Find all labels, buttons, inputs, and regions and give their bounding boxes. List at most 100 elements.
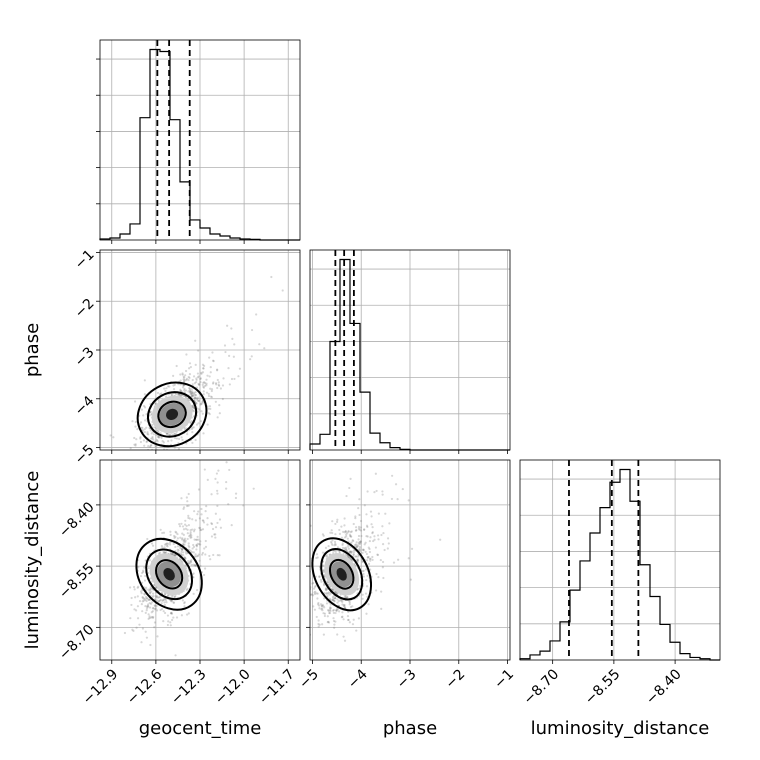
- scatter-point: [167, 594, 170, 597]
- scatter-point: [199, 377, 202, 380]
- scatter-point: [335, 520, 339, 523]
- scatter-point: [150, 432, 153, 435]
- scatter-point: [180, 390, 183, 393]
- scatter-point: [249, 358, 252, 361]
- scatter-point: [129, 586, 132, 589]
- scatter-point: [359, 549, 362, 552]
- scatter-point: [222, 377, 225, 380]
- scatter-point: [142, 414, 145, 417]
- scatter-point: [197, 510, 200, 513]
- scatter-point: [202, 521, 206, 524]
- scatter-point: [141, 627, 145, 630]
- scatter-point: [150, 611, 153, 614]
- scatter-point: [190, 388, 193, 391]
- scatter-point: [191, 383, 194, 386]
- scatter-point: [173, 383, 176, 386]
- scatter-point: [187, 375, 190, 379]
- scatter-point: [199, 377, 202, 381]
- scatter-point: [356, 558, 359, 561]
- scatter-point: [206, 374, 209, 377]
- scatter-point: [369, 557, 372, 560]
- scatter-point: [365, 552, 368, 556]
- scatter-point: [179, 553, 183, 556]
- scatter-point: [183, 556, 186, 559]
- scatter-point: [263, 347, 266, 350]
- scatter-point: [371, 558, 374, 561]
- scatter-point: [205, 391, 209, 394]
- scatter-point: [220, 456, 222, 458]
- scatter-point: [174, 654, 177, 657]
- scatter-point: [210, 522, 214, 526]
- scatter-point: [371, 526, 374, 529]
- scatter-point: [172, 384, 175, 387]
- scatter-point: [324, 546, 328, 549]
- scatter-point: [131, 628, 134, 631]
- scatter-point: [354, 517, 357, 520]
- scatter-point: [366, 574, 369, 577]
- scatter-point: [209, 371, 212, 374]
- scatter-point: [310, 593, 313, 596]
- scatter-point: [149, 410, 153, 414]
- scatter-point: [331, 531, 334, 535]
- scatter-point: [343, 548, 346, 551]
- y-tick-label: −8.55: [56, 560, 98, 602]
- scatter-point: [136, 617, 140, 620]
- scatter-point: [329, 531, 332, 534]
- scatter-point: [313, 592, 317, 596]
- scatter-point: [215, 472, 218, 475]
- scatter-point: [348, 556, 351, 559]
- scatter-point: [343, 603, 346, 607]
- scatter-point: [214, 382, 218, 385]
- scatter-point: [227, 367, 230, 370]
- scatter-point: [392, 561, 396, 564]
- scatter-point: [216, 455, 218, 457]
- scatter-point: [184, 541, 187, 544]
- scatter-point: [192, 375, 196, 378]
- scatter-point: [358, 543, 361, 546]
- scatter-point: [162, 620, 165, 623]
- x-tick-label: −3: [394, 666, 420, 692]
- x-axis-label-luminosity_distance: luminosity_distance: [531, 718, 710, 739]
- scatter-point: [218, 384, 221, 387]
- scatter-point: [195, 377, 198, 380]
- scatter-point: [187, 516, 190, 520]
- density-level-3: [336, 567, 347, 581]
- scatter-point: [187, 504, 190, 507]
- scatter-point: [356, 559, 360, 562]
- scatter-point: [216, 521, 219, 525]
- scatter-point: [170, 552, 174, 555]
- scatter-point: [407, 557, 410, 560]
- scatter-point: [196, 542, 199, 545]
- scatter-point: [190, 394, 194, 397]
- scatter-point: [162, 531, 166, 534]
- scatter-point: [347, 530, 350, 533]
- scatter-point: [185, 377, 189, 380]
- scatter-point: [343, 546, 346, 550]
- scatter-point: [212, 381, 215, 384]
- scatter-point: [350, 530, 353, 533]
- scatter-point: [367, 603, 370, 606]
- scatter-point: [184, 523, 187, 526]
- scatter-point: [355, 545, 358, 548]
- scatter-point: [376, 553, 380, 557]
- scatter-point: [171, 599, 174, 602]
- scatter-point: [149, 587, 152, 591]
- scatter-point: [189, 390, 192, 393]
- scatter-point: [173, 595, 176, 598]
- scatter-point: [320, 580, 323, 583]
- scatter-point: [193, 564, 196, 567]
- scatter-point: [199, 543, 202, 546]
- scatter-point: [148, 559, 151, 562]
- scatter-point: [316, 556, 319, 559]
- scatter-point: [381, 493, 384, 496]
- scatter-point: [182, 384, 185, 387]
- scatter-point: [205, 384, 208, 387]
- panel-frame: [519, 459, 721, 661]
- scatter-point: [207, 392, 210, 396]
- scatter-point: [136, 428, 139, 431]
- scatter-point: [136, 595, 139, 598]
- scatter-point: [140, 426, 143, 429]
- scatter-point: [169, 612, 173, 615]
- scatter-point: [149, 577, 152, 580]
- scatter-point: [182, 380, 185, 383]
